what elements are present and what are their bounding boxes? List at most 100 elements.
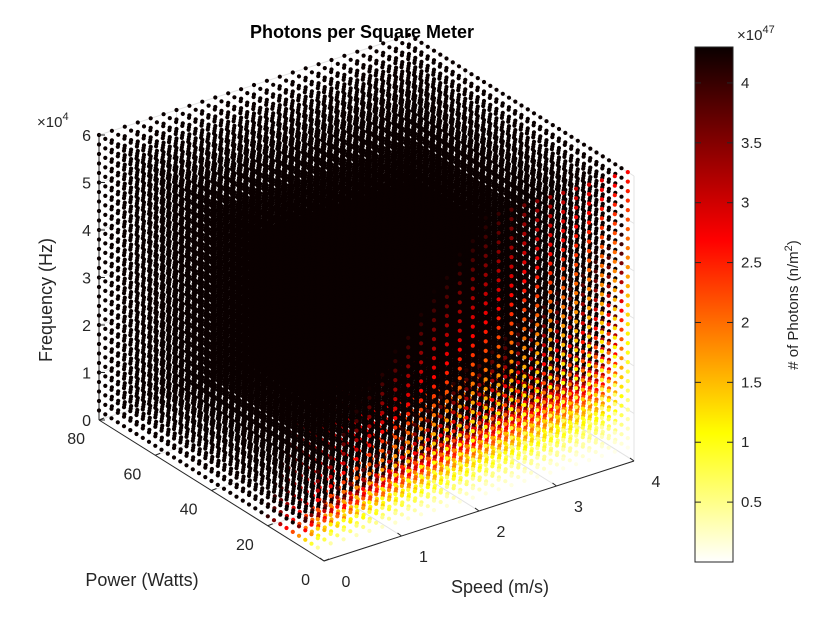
data-point	[128, 352, 132, 356]
data-point	[128, 333, 132, 337]
data-point	[219, 123, 223, 127]
data-point	[116, 411, 120, 415]
data-point	[103, 213, 107, 217]
data-point	[438, 53, 442, 57]
data-point	[180, 136, 184, 140]
data-point	[103, 403, 107, 407]
data-point	[207, 104, 211, 108]
data-point	[387, 57, 391, 61]
data-point	[103, 241, 107, 245]
data-point	[393, 61, 397, 65]
data-point	[116, 420, 120, 424]
data-point	[122, 358, 126, 362]
data-point	[116, 183, 120, 187]
data-point	[97, 171, 101, 175]
data-point	[103, 260, 107, 264]
data-point	[122, 234, 126, 238]
data-point	[116, 401, 120, 405]
data-point	[128, 162, 132, 166]
data-point	[103, 146, 107, 150]
data-point	[355, 62, 359, 66]
data-point	[128, 419, 132, 423]
data-point	[128, 409, 132, 413]
data-point	[277, 111, 281, 115]
data-point	[128, 343, 132, 347]
data-point	[103, 279, 107, 283]
data-point	[122, 215, 126, 219]
data-point	[116, 249, 120, 253]
data-point	[103, 270, 107, 274]
data-point	[381, 53, 385, 57]
data-point	[419, 65, 423, 69]
data-point	[374, 61, 378, 65]
data-point	[238, 111, 242, 115]
data-point	[109, 359, 113, 363]
data-point	[109, 416, 113, 420]
data-point	[116, 221, 120, 225]
data-point	[97, 294, 101, 298]
data-point	[122, 377, 126, 381]
data-point	[109, 169, 113, 173]
data-point	[109, 207, 113, 211]
data-point	[213, 95, 217, 99]
data-point	[271, 83, 275, 87]
data-point	[128, 362, 132, 366]
data-point	[122, 339, 126, 343]
data-point	[103, 355, 107, 359]
data-point	[122, 320, 126, 324]
data-point	[187, 104, 191, 108]
data-point	[193, 120, 197, 124]
data-point	[232, 107, 236, 111]
data-point	[426, 45, 430, 49]
data-point	[252, 83, 256, 87]
data-point	[122, 253, 126, 257]
data-point	[122, 386, 126, 390]
data-point	[116, 287, 120, 291]
data-point	[149, 116, 153, 120]
data-point	[291, 70, 295, 74]
data-point	[225, 115, 229, 119]
data-point	[97, 361, 101, 365]
data-point	[342, 54, 346, 58]
data-point	[97, 247, 101, 251]
data-point	[122, 310, 126, 314]
data-point	[122, 177, 126, 181]
data-point	[122, 367, 126, 371]
data-point	[122, 291, 126, 295]
data-point	[284, 91, 288, 95]
data-point	[400, 53, 404, 57]
data-point	[264, 115, 268, 119]
data-point	[128, 248, 132, 252]
data-point	[361, 78, 365, 82]
data-point	[161, 136, 165, 140]
data-point	[342, 66, 346, 70]
data-point	[109, 397, 113, 401]
data-point	[103, 222, 107, 226]
data-point	[303, 90, 307, 94]
data-point	[348, 70, 352, 74]
data-point	[432, 61, 436, 65]
data-point	[122, 196, 126, 200]
data-point	[103, 374, 107, 378]
data-point	[362, 54, 366, 58]
data-point	[97, 399, 101, 403]
data-point	[122, 396, 126, 400]
data-point	[244, 115, 248, 119]
data-point	[232, 95, 236, 99]
data-point	[122, 301, 126, 305]
data-point	[122, 158, 126, 162]
data-point	[97, 313, 101, 317]
data-point	[257, 111, 261, 115]
data-point	[110, 129, 114, 133]
data-point	[116, 173, 120, 177]
data-point	[258, 87, 262, 91]
data-point	[322, 78, 326, 82]
data-point	[128, 229, 132, 233]
data-point	[116, 325, 120, 329]
data-point	[135, 144, 139, 148]
data-point	[335, 86, 339, 90]
data-point	[103, 384, 107, 388]
data-point	[109, 188, 113, 192]
data-point	[97, 256, 101, 260]
